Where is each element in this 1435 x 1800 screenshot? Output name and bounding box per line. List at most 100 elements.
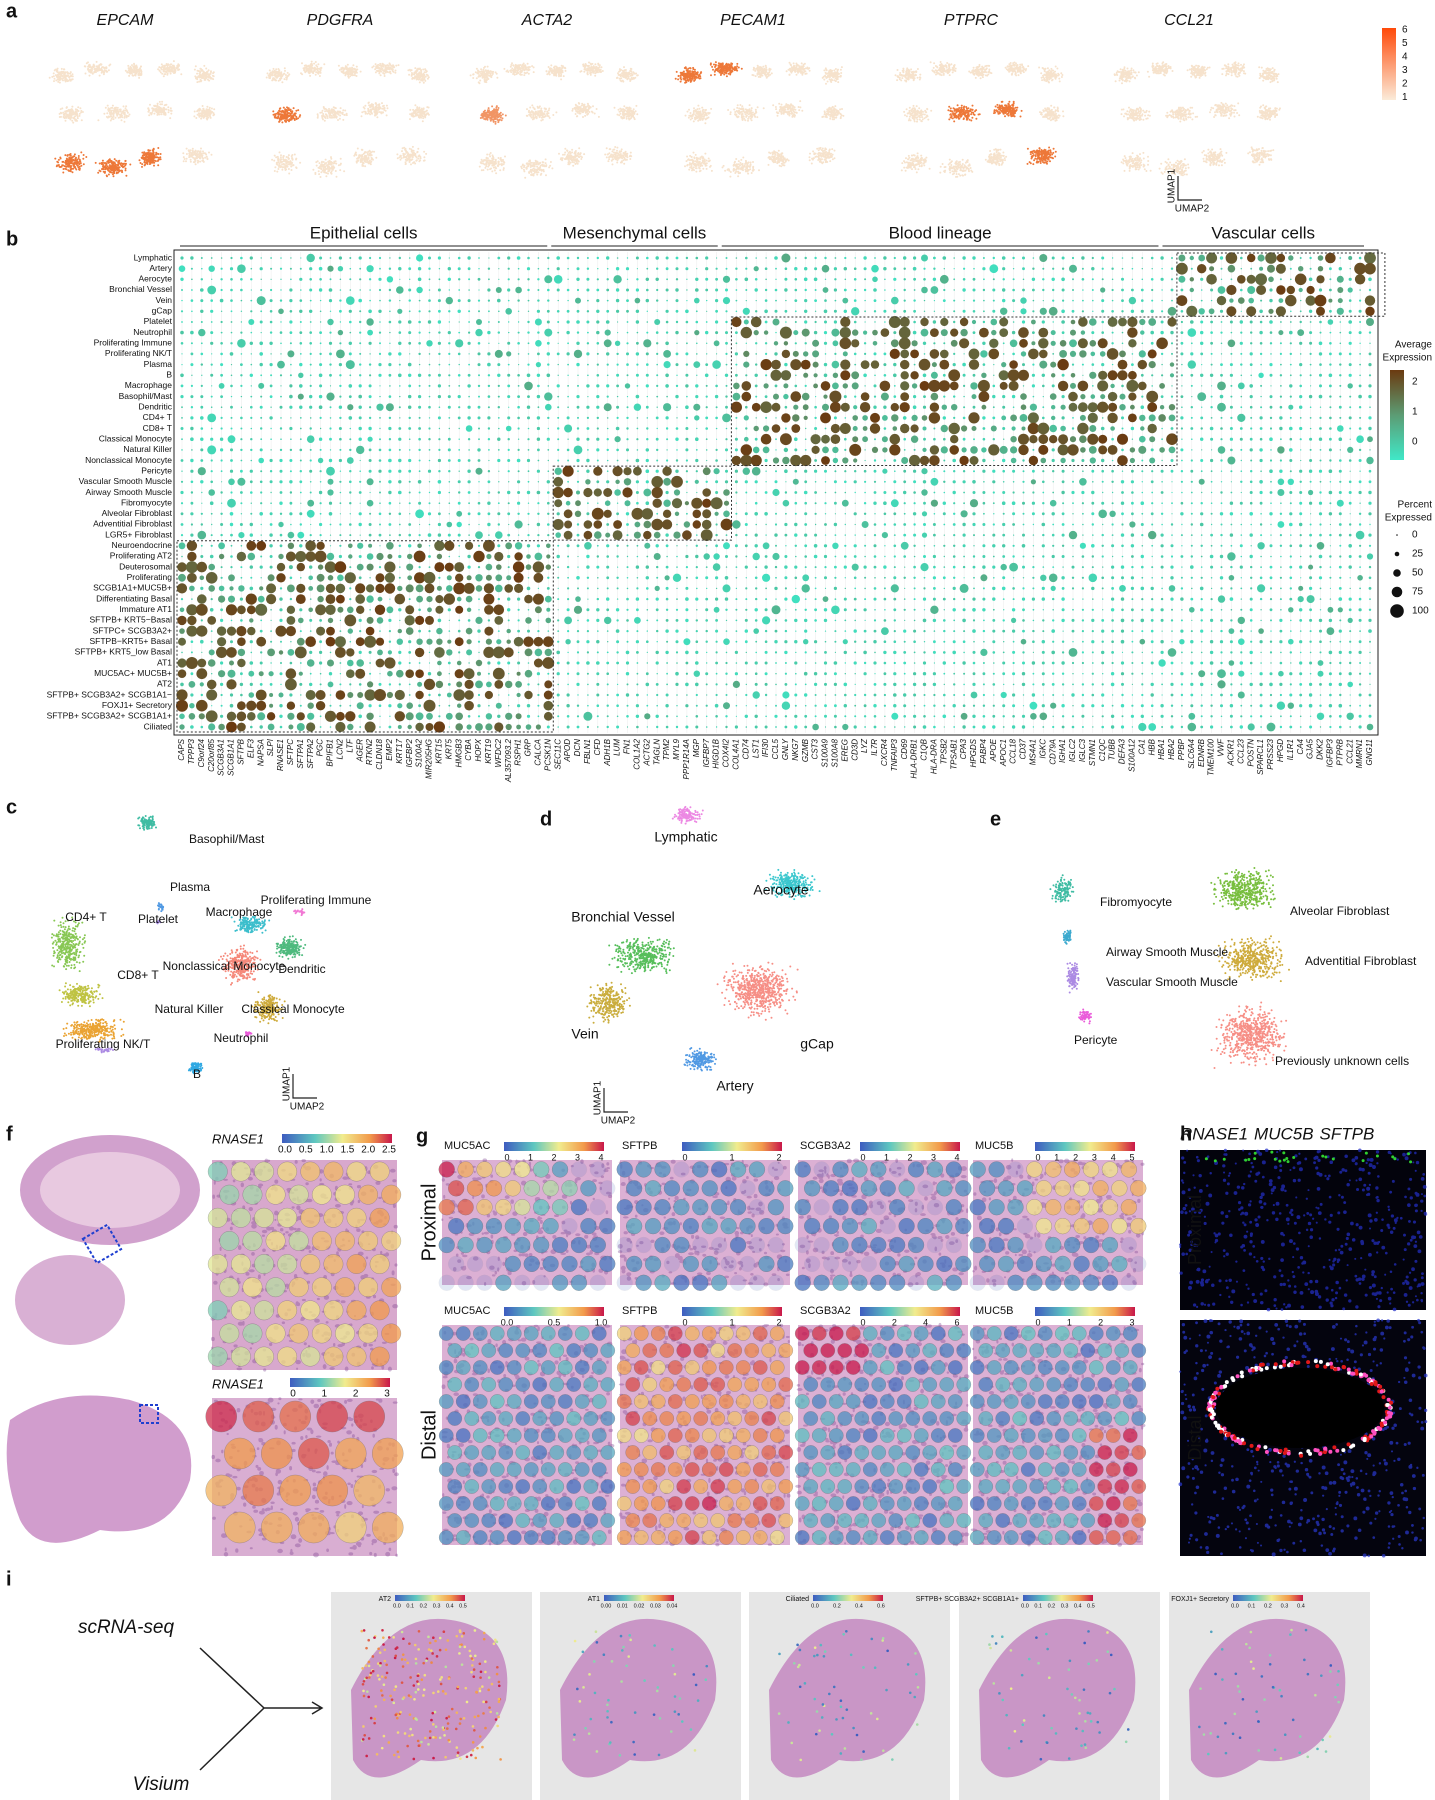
cell-point — [597, 115, 600, 118]
cell-point — [516, 72, 519, 75]
cell-point — [344, 109, 347, 112]
cell-point — [332, 162, 335, 165]
cluster — [193, 64, 215, 84]
cell-point — [54, 157, 57, 160]
cell-point — [342, 109, 345, 112]
cell-point — [629, 154, 632, 157]
cell-point — [122, 111, 125, 114]
panel-letter: d — [540, 808, 552, 830]
cell-point — [104, 161, 106, 164]
cell-point — [399, 154, 402, 157]
cell-point — [304, 66, 306, 69]
cell-point — [630, 109, 633, 112]
cell-point — [412, 77, 415, 80]
cell-point — [71, 119, 74, 122]
cluster — [545, 64, 567, 81]
cell-point — [561, 159, 564, 162]
cell-point — [103, 69, 106, 72]
cell-point — [336, 111, 339, 114]
cell-point — [717, 66, 720, 69]
cell-point — [611, 158, 614, 161]
cell-point — [622, 154, 625, 157]
cell-point — [583, 153, 586, 156]
cell-point — [424, 79, 427, 82]
cell-point — [544, 158, 547, 161]
cell-point — [519, 73, 521, 76]
cell-point — [472, 73, 475, 76]
cell-point — [523, 164, 526, 167]
cell-point — [149, 157, 151, 160]
cell-point — [592, 71, 595, 74]
cell-point — [119, 108, 122, 111]
cell-point — [122, 162, 125, 165]
cell-point — [552, 114, 555, 116]
cell-point — [618, 68, 621, 71]
cell-point — [696, 73, 699, 76]
cell-point — [489, 112, 492, 115]
cell-point — [489, 161, 492, 164]
cell-point — [110, 167, 112, 170]
cell-point — [182, 152, 185, 155]
cell-point — [342, 118, 345, 121]
cell-point — [688, 79, 690, 81]
cell-point — [489, 168, 492, 171]
cluster — [469, 65, 499, 85]
cell-point — [486, 65, 489, 68]
cell-point — [138, 159, 141, 162]
cell-point — [497, 157, 500, 159]
cell-point — [367, 150, 370, 153]
cell-point — [579, 70, 582, 73]
cell-point — [576, 154, 579, 157]
cell-point — [107, 69, 110, 72]
cell-point — [370, 109, 373, 112]
cell-point — [394, 71, 397, 74]
cell-point — [582, 116, 584, 118]
cell-point — [57, 158, 60, 161]
cell-point — [68, 112, 71, 115]
cell-point — [124, 164, 127, 167]
cell-point — [310, 67, 313, 70]
cell-point — [560, 64, 563, 67]
cell-point — [69, 71, 72, 74]
cell-point — [70, 156, 73, 159]
cell-point — [343, 113, 346, 116]
cell-point — [141, 151, 144, 154]
cell-point — [282, 158, 285, 161]
cell-point — [132, 74, 135, 77]
cell-point — [160, 63, 163, 66]
cell-point — [499, 158, 502, 161]
cell-point — [193, 110, 196, 113]
cell-point — [167, 106, 170, 109]
cell-point — [486, 118, 489, 121]
cell-point — [377, 70, 380, 72]
cell-point — [169, 72, 172, 75]
cell-point — [88, 70, 91, 73]
cell-point — [200, 115, 203, 118]
cell-point — [99, 63, 102, 66]
cell-point — [614, 154, 617, 157]
cell-point — [539, 111, 542, 114]
cell-point — [160, 113, 163, 116]
cell-point — [496, 76, 499, 79]
cell-point — [485, 73, 487, 76]
cell-point — [367, 108, 370, 111]
cell-point — [414, 67, 417, 70]
cell-point — [628, 118, 631, 121]
cell-point — [153, 112, 156, 115]
cell-point — [297, 109, 300, 112]
cell-point — [208, 113, 211, 115]
cell-point — [592, 66, 595, 69]
cell-point — [595, 108, 598, 110]
cell-point — [571, 148, 574, 151]
cell-point — [535, 169, 538, 172]
cell-point — [316, 115, 319, 117]
cell-point — [271, 73, 274, 76]
cell-point — [56, 164, 59, 167]
cell-point — [474, 71, 477, 74]
cluster — [396, 145, 428, 166]
cell-point — [503, 67, 506, 70]
cell-point — [581, 156, 583, 159]
cell-point — [158, 100, 161, 103]
cell-point — [324, 110, 327, 113]
